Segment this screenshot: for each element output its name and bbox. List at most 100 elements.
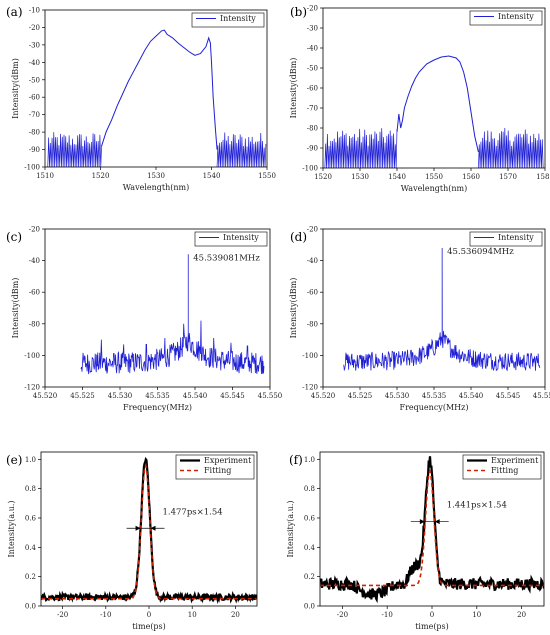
chart-panel-3: (d) 45.520 45.525 45.530 45.535 45.540 45.545 4… — [289, 226, 550, 413]
y-tick-label: -60 — [29, 289, 40, 297]
panel-label: (b) — [290, 5, 307, 19]
noise-floor — [216, 132, 267, 167]
legend-label: Fitting — [204, 466, 231, 475]
y-tick-label: -30 — [307, 25, 318, 33]
x-tick-label: -10 — [100, 611, 111, 619]
x-tick-label: 1510 — [36, 172, 54, 180]
y-axis-label: Intensity(a.u.) — [7, 500, 16, 557]
x-tick-label: 0 — [147, 611, 151, 619]
x-tick-label: 1520 — [314, 173, 332, 181]
x-tick-label: 45.520 — [33, 392, 58, 400]
x-tick-label: -20 — [57, 611, 68, 619]
y-tick-label: 0.6 — [304, 515, 316, 523]
y-tick-label: -100 — [302, 165, 318, 173]
x-tick-label: 45.545 — [220, 392, 245, 400]
y-axis-label: Intensity(dBm) — [11, 58, 20, 119]
legend: Intensity — [469, 10, 543, 26]
fwhm-annotation: 1.441ps×1.54 — [447, 501, 507, 511]
series-fitting — [320, 468, 544, 587]
y-tick-label: -100 — [302, 352, 318, 360]
y-tick-label: -20 — [29, 24, 40, 32]
y-tick-label: -60 — [307, 289, 318, 297]
noise-floor — [47, 132, 102, 167]
y-tick-label: -60 — [307, 85, 318, 93]
legend-label: Fitting — [491, 466, 518, 475]
y-tick-label: 0.0 — [25, 603, 36, 611]
series-experiment — [320, 456, 544, 604]
series-line — [101, 29, 218, 150]
x-tick-label: -10 — [382, 611, 393, 619]
arrow-left-icon — [434, 519, 440, 525]
panel-label: (d) — [290, 230, 307, 244]
legend-box — [191, 12, 265, 28]
peak-annotation: 45.539081MHz — [193, 253, 260, 263]
x-axis-label: time(ps) — [415, 622, 449, 631]
plot-area — [320, 456, 544, 604]
y-tick-label: -80 — [307, 125, 318, 133]
y-tick-label: 0.2 — [25, 573, 36, 581]
x-tick-label: 20 — [231, 611, 240, 619]
y-tick-label: -50 — [307, 65, 318, 73]
y-tick-label: -80 — [29, 320, 40, 328]
legend-label: Intensity — [223, 233, 259, 242]
legend-label: Intensity — [498, 233, 534, 242]
noise-floor — [478, 128, 544, 168]
legend-label: Intensity — [220, 14, 256, 23]
x-tick-label: 45.545 — [496, 392, 521, 400]
x-tick-label: 45.535 — [145, 392, 170, 400]
series-line — [343, 247, 541, 372]
x-tick-label: 1530 — [147, 172, 165, 180]
y-axis-label: Intensity(dBm) — [289, 278, 298, 339]
y-tick-label: 0.8 — [304, 485, 315, 493]
y-tick-label: -120 — [302, 384, 318, 392]
y-tick-label: -20 — [307, 5, 318, 13]
x-axis-label: Wavelength(nm) — [123, 183, 189, 192]
arrow-right-icon — [135, 525, 141, 531]
fwhm-annotation: 1.477ps×1.54 — [163, 507, 223, 517]
legend: Intensity — [191, 12, 265, 28]
x-tick-label: 45.530 — [385, 392, 410, 400]
x-tick-label: 1530 — [351, 173, 369, 181]
x-tick-label: 45.520 — [311, 392, 336, 400]
x-tick-label: 1570 — [499, 173, 517, 181]
y-tick-label: -90 — [29, 146, 40, 154]
y-tick-label: -40 — [307, 257, 318, 265]
y-tick-label: -40 — [29, 59, 40, 67]
panel-label: (e) — [6, 453, 22, 467]
y-tick-label: -120 — [24, 384, 40, 392]
x-tick-label: 45.540 — [459, 392, 484, 400]
chart-panel-0: (a) 1510 1520 1530 1540 1550 -100 -90 -80 -70 -60 -… — [6, 5, 276, 192]
x-tick-label: 45.525 — [348, 392, 373, 400]
y-tick-label: -30 — [29, 41, 40, 49]
x-tick-label: 0 — [430, 611, 434, 619]
y-tick-label: -20 — [307, 226, 318, 234]
legend: Intensity — [194, 231, 268, 247]
series-line — [396, 55, 479, 153]
peak-annotation: 45.536094MHz — [447, 247, 514, 257]
y-tick-label: 0.4 — [25, 544, 37, 552]
y-tick-label: -80 — [29, 129, 40, 137]
legend-box — [194, 231, 268, 247]
y-axis-label: Intensity(a.u.) — [286, 500, 295, 557]
fwhm-marker — [410, 519, 449, 525]
y-axis-label: Intensity(dBm) — [11, 278, 20, 339]
plot-area — [47, 29, 267, 167]
legend-box — [462, 454, 542, 480]
x-axis-label: Frequency(MHz) — [400, 403, 469, 412]
x-tick-label: 1580 — [536, 173, 550, 181]
x-axis-label: time(ps) — [132, 622, 166, 631]
x-tick-label: 1550 — [258, 172, 276, 180]
x-tick-label: 1560 — [462, 173, 480, 181]
plot-area — [41, 456, 257, 605]
y-tick-label: -70 — [29, 111, 40, 119]
chart-panel-5: (f) -20 -10 0 10 20 0.0 0.2 0.4 0.6 0.8 1.0 time(ps)… — [286, 451, 545, 631]
fwhm-marker — [126, 525, 165, 531]
x-tick-label: 45.525 — [70, 392, 95, 400]
x-tick-label: 45.530 — [108, 392, 133, 400]
x-tick-label: 1540 — [388, 173, 406, 181]
legend-box — [469, 10, 543, 26]
legend-label: Experiment — [491, 456, 539, 465]
